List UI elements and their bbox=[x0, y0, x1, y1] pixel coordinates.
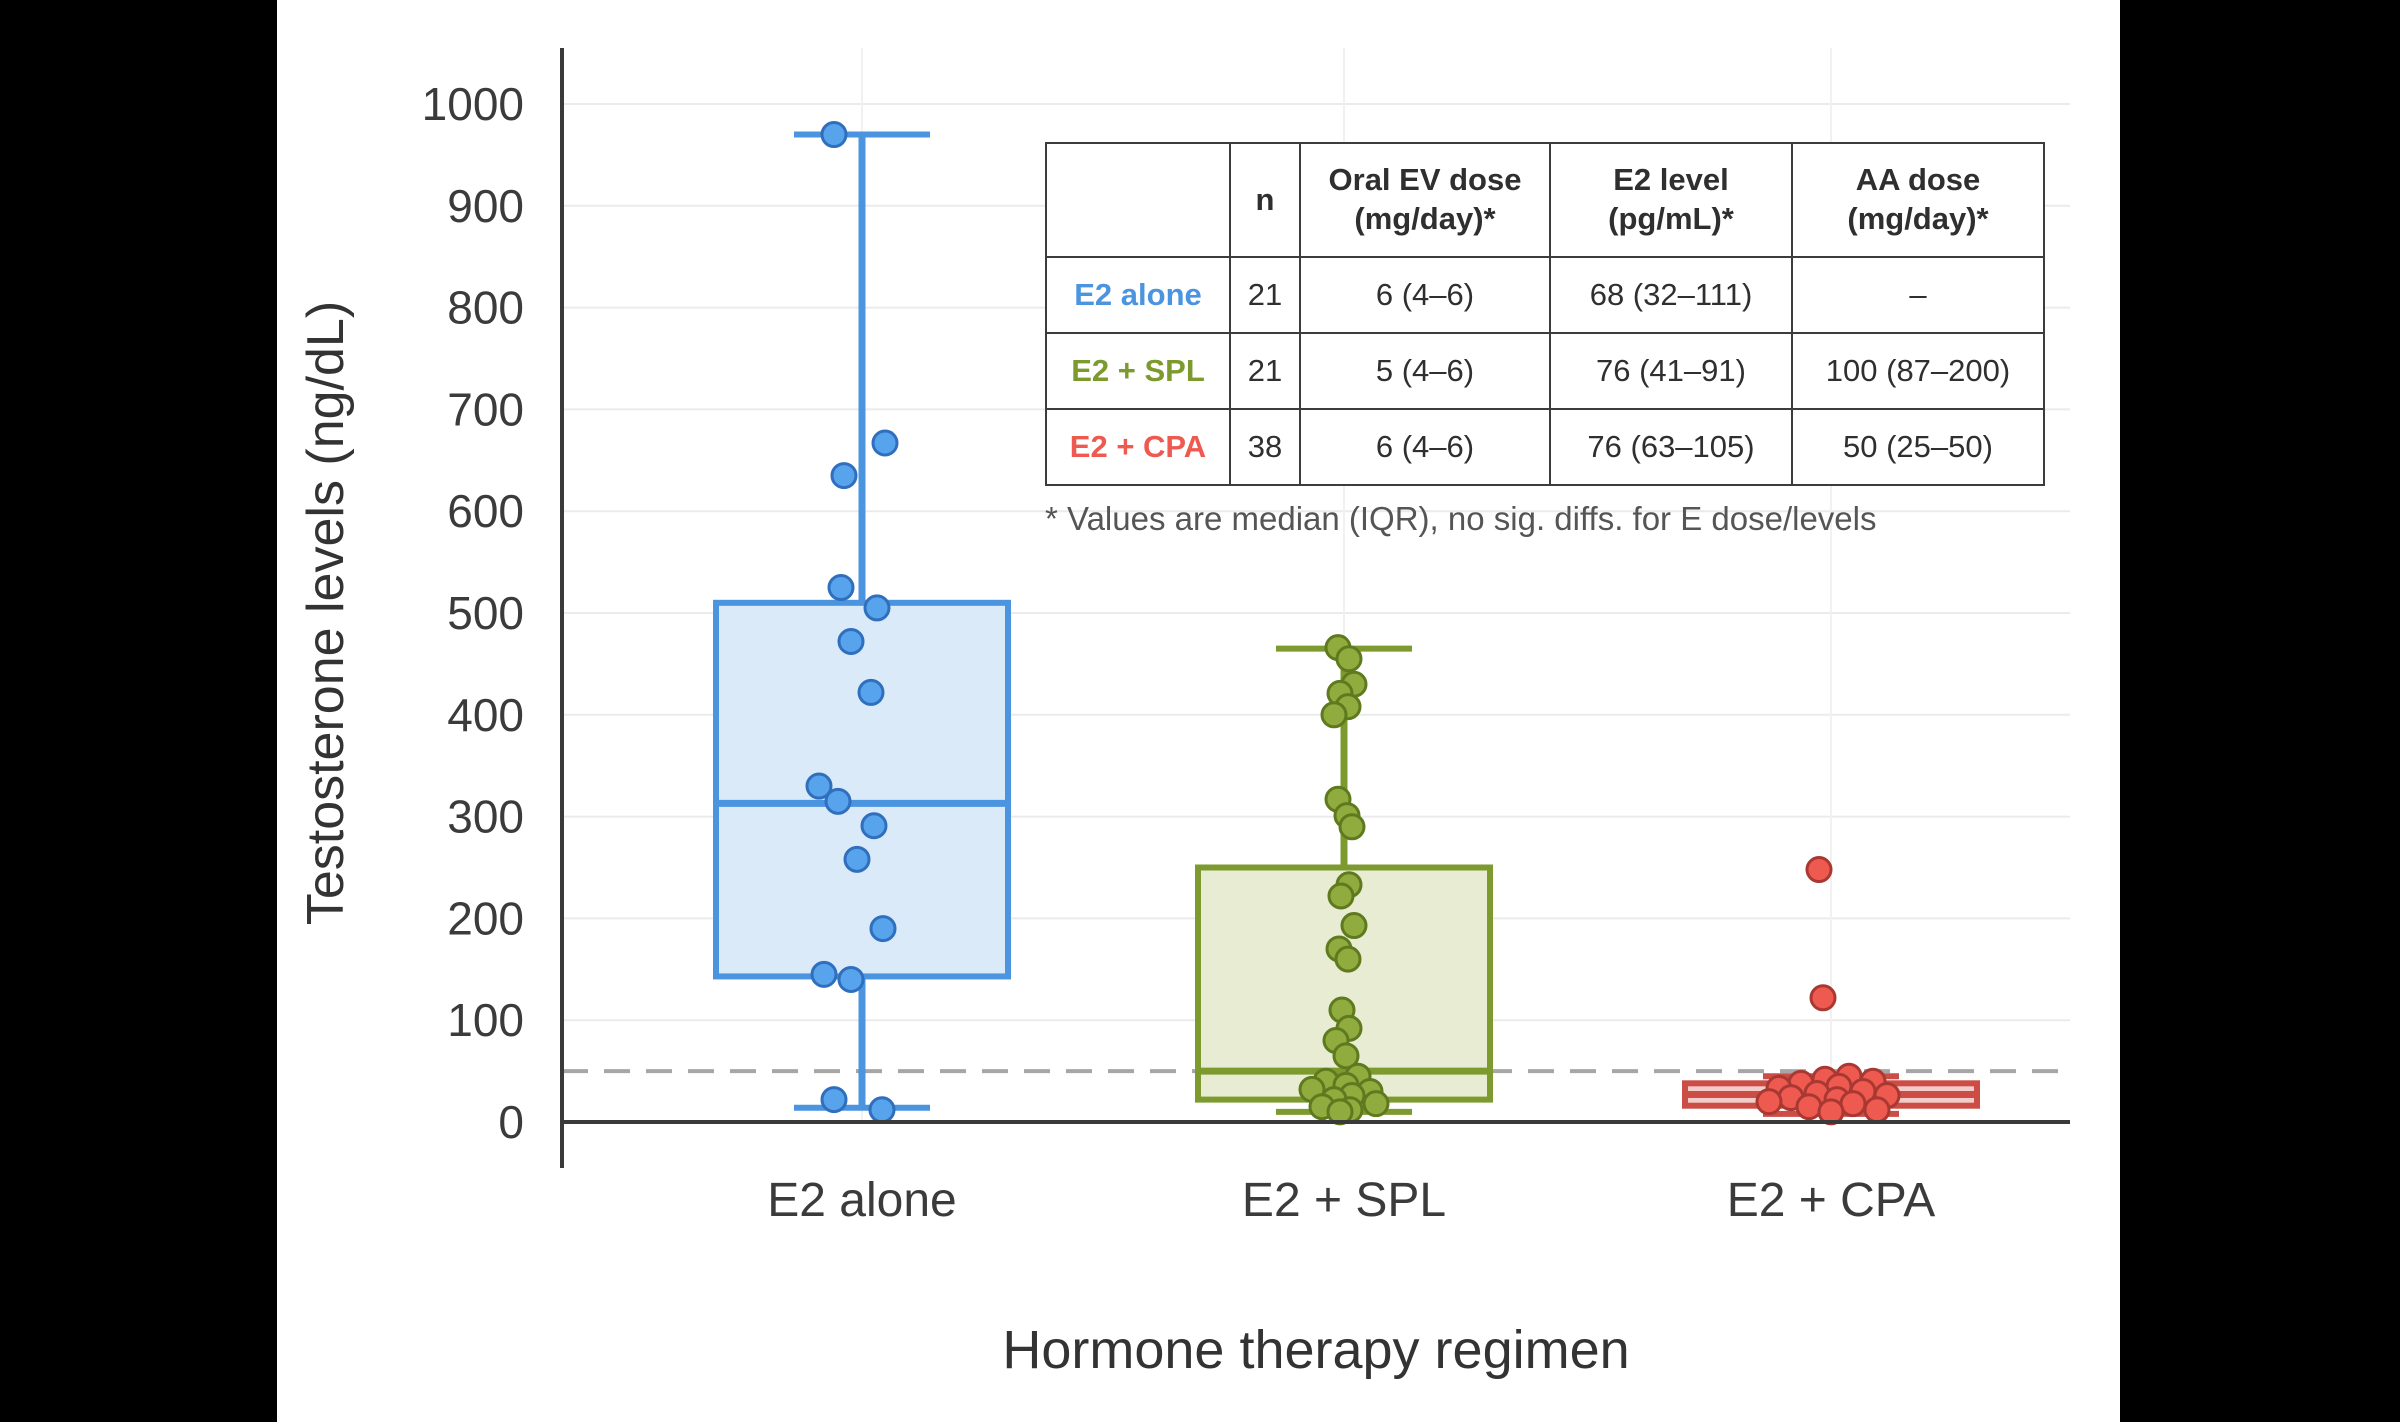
x-category-label: E2 + CPA bbox=[1727, 1174, 1936, 1227]
data-point bbox=[1839, 1090, 1867, 1118]
row-label-e2-alone: E2 alone bbox=[1045, 256, 1231, 334]
data-point bbox=[869, 915, 897, 943]
y-tick-label: 900 bbox=[447, 180, 524, 232]
cell-e2-level: 68 (32–111) bbox=[1549, 256, 1793, 334]
x-category-label: E2 + SPL bbox=[1242, 1174, 1446, 1227]
table-row-e2-cpa: E2 + CPA 38 6 (4–6) 76 (63–105) 50 (25–5… bbox=[1045, 408, 2045, 486]
data-point bbox=[1320, 701, 1348, 729]
table-header-aa-dose: AA dose (mg/day)* bbox=[1791, 142, 2045, 258]
data-point bbox=[830, 462, 858, 490]
x-axis-title: Hormone therapy regimen bbox=[1002, 1320, 1629, 1380]
cell-n: 38 bbox=[1229, 408, 1301, 486]
cell-aa-dose: – bbox=[1791, 256, 2045, 334]
data-point bbox=[860, 812, 888, 840]
data-point bbox=[863, 594, 891, 622]
data-point bbox=[1334, 945, 1362, 973]
y-axis-title: Testosterone levels (ng/dL) bbox=[297, 301, 355, 925]
y-tick-label: 700 bbox=[447, 383, 524, 435]
table-header-e2-level: E2 level (pg/mL)* bbox=[1549, 142, 1793, 258]
data-point bbox=[1362, 1090, 1390, 1118]
cell-ev-dose: 5 (4–6) bbox=[1299, 332, 1551, 410]
data-point bbox=[1340, 912, 1368, 940]
y-tick-label: 600 bbox=[447, 485, 524, 537]
cell-ev-dose: 6 (4–6) bbox=[1299, 256, 1551, 334]
figure-panel: 0 100 200 300 400 500 600 700 800 900 1000 E2 alone… bbox=[277, 0, 2120, 1422]
cell-ev-dose: 6 (4–6) bbox=[1299, 408, 1551, 486]
y-tick-label: 400 bbox=[447, 689, 524, 741]
row-label-e2-spl: E2 + SPL bbox=[1045, 332, 1231, 410]
data-point bbox=[1335, 645, 1363, 673]
cell-aa-dose: 50 (25–50) bbox=[1791, 408, 2045, 486]
inset-table: n Oral EV dose (mg/day)* E2 level (pg/mL… bbox=[1045, 142, 2045, 486]
y-tick-label: 100 bbox=[447, 994, 524, 1046]
table-header-row: n Oral EV dose (mg/day)* E2 level (pg/mL… bbox=[1045, 142, 2045, 258]
table-row-e2-alone: E2 alone 21 6 (4–6) 68 (32–111) – bbox=[1045, 256, 2045, 334]
data-point bbox=[820, 121, 848, 149]
data-point bbox=[1863, 1096, 1891, 1124]
data-point bbox=[871, 429, 899, 457]
data-point bbox=[1805, 856, 1833, 884]
x-category-label: E2 alone bbox=[767, 1174, 957, 1227]
cell-aa-dose: 100 (87–200) bbox=[1791, 332, 2045, 410]
data-point bbox=[824, 787, 852, 815]
data-point bbox=[810, 960, 838, 988]
row-label-e2-cpa: E2 + CPA bbox=[1045, 408, 1231, 486]
data-point bbox=[805, 772, 833, 800]
cell-n: 21 bbox=[1229, 256, 1301, 334]
table-header-ev-dose: Oral EV dose (mg/day)* bbox=[1299, 142, 1551, 258]
cell-n: 21 bbox=[1229, 332, 1301, 410]
table-row-e2-spl: E2 + SPL 21 5 (4–6) 76 (41–91) 100 (87–2… bbox=[1045, 332, 2045, 410]
y-tick-label: 800 bbox=[447, 282, 524, 334]
data-point bbox=[843, 845, 871, 873]
y-tick-label: 1000 bbox=[422, 78, 524, 130]
cell-e2-level: 76 (63–105) bbox=[1549, 408, 1793, 486]
data-point bbox=[827, 574, 855, 602]
table-corner-cell bbox=[1045, 142, 1231, 258]
y-tick-label: 0 bbox=[498, 1096, 524, 1148]
table-header-n: n bbox=[1229, 142, 1301, 258]
data-point bbox=[837, 965, 865, 993]
y-tick-label: 500 bbox=[447, 587, 524, 639]
data-point bbox=[837, 628, 865, 656]
data-point bbox=[857, 678, 885, 706]
inset-table-container: n Oral EV dose (mg/day)* E2 level (pg/mL… bbox=[1045, 142, 2045, 538]
data-point bbox=[1795, 1093, 1823, 1121]
data-point bbox=[1809, 984, 1837, 1012]
box-e2-alone bbox=[713, 599, 1011, 980]
boxplot-chart: 0 100 200 300 400 500 600 700 800 900 1000 E2 alone… bbox=[297, 48, 2070, 1380]
y-tick-label: 300 bbox=[447, 791, 524, 843]
cell-e2-level: 76 (41–91) bbox=[1549, 332, 1793, 410]
data-point bbox=[868, 1096, 896, 1124]
y-tick-label: 200 bbox=[447, 892, 524, 944]
data-point bbox=[1327, 882, 1355, 910]
data-point bbox=[1338, 813, 1366, 841]
data-point bbox=[1332, 1042, 1360, 1070]
table-footnote: * Values are median (IQR), no sig. diffs… bbox=[1045, 500, 1877, 537]
data-point bbox=[1755, 1088, 1783, 1116]
data-point bbox=[820, 1086, 848, 1114]
